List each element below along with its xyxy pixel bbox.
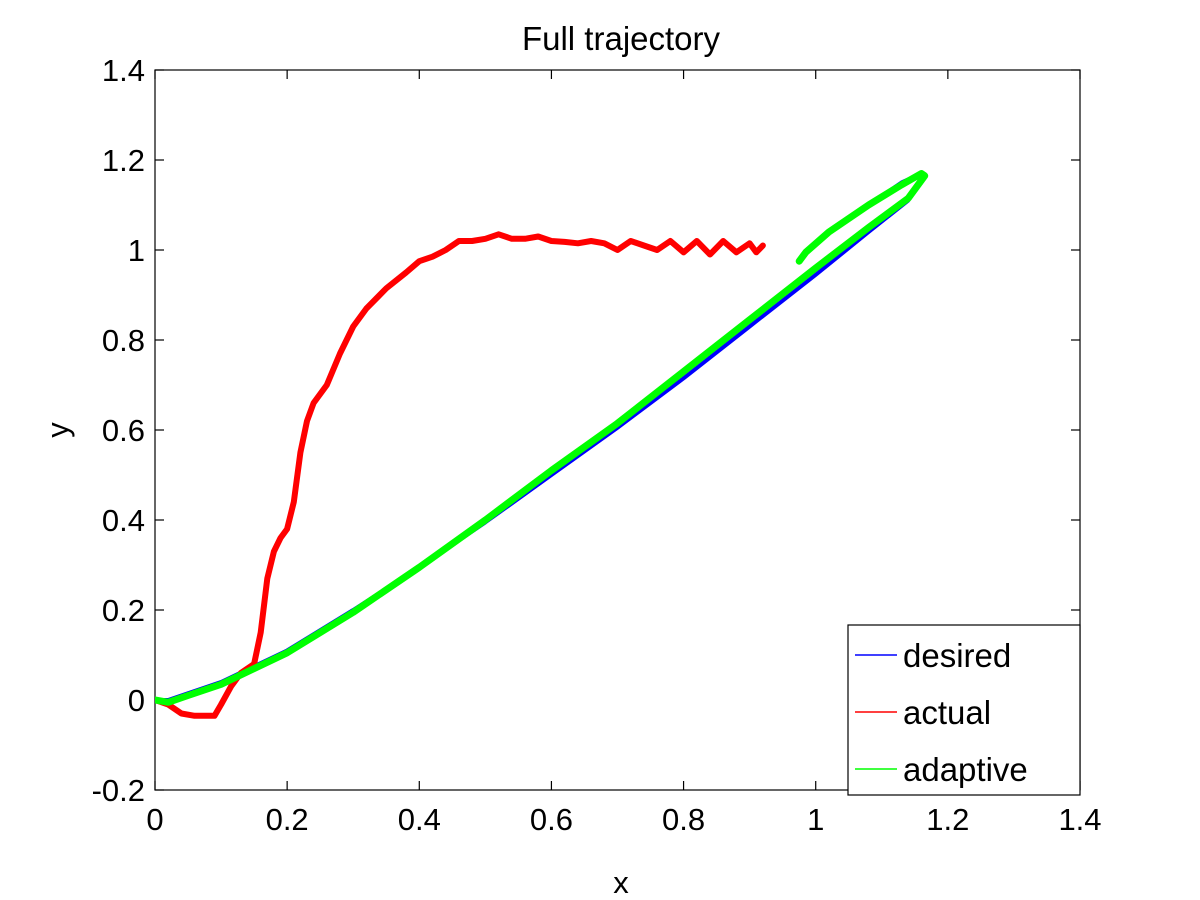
y-axis-label: y: [40, 422, 75, 438]
y-axis-tick-labels: -0.2 0 0.2 0.4 0.6 0.8 1 1.2 1.4: [92, 53, 145, 808]
y-tick-label: 1: [128, 233, 145, 268]
series-line-actual: [155, 231, 766, 719]
x-tick-label: 0.6: [530, 802, 573, 837]
y-tick-label: 1.4: [102, 53, 145, 88]
x-tick-label: 0.8: [662, 802, 705, 837]
y-tick-label: 1.2: [102, 143, 145, 178]
legend-label-actual: actual: [903, 694, 991, 731]
y-tick-label: 0.8: [102, 323, 145, 358]
legend: desired actual adaptive: [847, 624, 1081, 796]
x-tick-label: 0.4: [398, 802, 441, 837]
x-tick-label: 1.4: [1058, 802, 1101, 837]
legend-label-adaptive: adaptive: [903, 751, 1028, 788]
series-lines: [155, 170, 929, 719]
y-tick-label: 0.4: [102, 503, 145, 538]
y-tick-label: 0.6: [102, 413, 145, 448]
y-tick-label: 0.2: [102, 593, 145, 628]
x-tick-label: 0: [146, 802, 163, 837]
chart-title: Full trajectory: [522, 20, 721, 57]
x-axis-label: x: [613, 865, 629, 900]
y-tick-label: 0: [128, 683, 145, 718]
series-line-adaptive: [155, 170, 929, 706]
legend-box: [847, 624, 1081, 796]
x-tick-label: 1: [807, 802, 824, 837]
y-tick-label: -0.2: [92, 773, 145, 808]
x-tick-label: 1.2: [926, 802, 969, 837]
x-axis-tick-labels: 0 0.2 0.4 0.6 0.8 1 1.2 1.4: [146, 802, 1101, 837]
x-tick-label: 0.2: [266, 802, 309, 837]
legend-label-desired: desired: [903, 637, 1011, 674]
